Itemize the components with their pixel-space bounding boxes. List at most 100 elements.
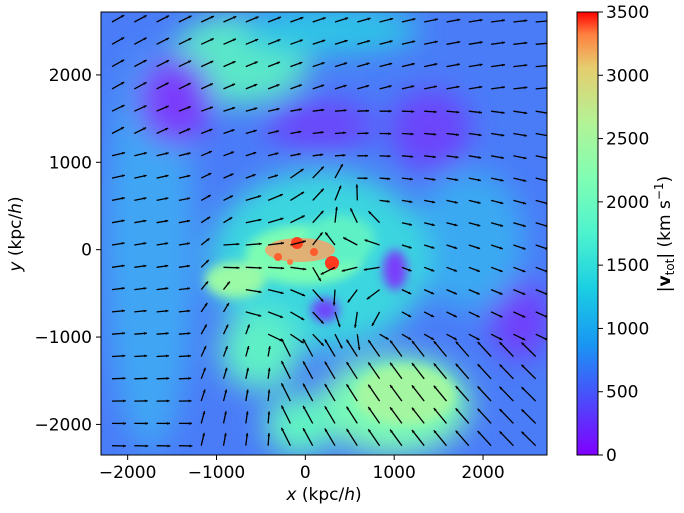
quiver-arrow xyxy=(223,106,236,112)
quiver-arrow xyxy=(477,341,492,357)
x-tick-label: 2000 xyxy=(461,463,504,483)
region-low-pocket-east xyxy=(390,90,470,170)
region-east-band xyxy=(415,170,525,310)
quiver-arrow xyxy=(345,428,358,447)
quiver-arrow xyxy=(156,127,169,135)
quiver-arrow xyxy=(200,367,207,380)
quiver-arrow xyxy=(334,153,346,157)
quiver-arrow xyxy=(111,14,125,23)
quiver-arrow xyxy=(267,38,281,45)
quiver-arrow xyxy=(111,59,125,68)
quiver-arrow xyxy=(312,153,324,157)
quiver-arrow xyxy=(134,444,149,448)
colorbar-tick-label: 2000 xyxy=(606,193,649,213)
quiver-arrow xyxy=(267,311,284,319)
quiver-arrow xyxy=(312,61,325,68)
quiver-arrow xyxy=(468,63,483,68)
quiver-arrow xyxy=(222,389,228,402)
quiver-arrow xyxy=(334,311,341,328)
quiver-arrow xyxy=(223,266,240,270)
colorbar-tick-label: 500 xyxy=(606,383,638,403)
quiver-arrow xyxy=(371,311,381,327)
quiver-arrow xyxy=(200,82,214,90)
quiver-arrow xyxy=(401,132,414,136)
quiver-arrow xyxy=(446,18,461,23)
quiver-arrow xyxy=(245,345,250,357)
quiver-arrow xyxy=(312,39,326,45)
plot-frame xyxy=(100,11,548,456)
quiver-arrow xyxy=(245,367,249,379)
quiver-arrow xyxy=(379,154,391,158)
quiver-arrow xyxy=(133,14,147,23)
quiver-arrow xyxy=(513,41,528,45)
quiver-arrow xyxy=(222,324,229,335)
quiver-arrow xyxy=(134,287,147,291)
y-axis: −2000 −1000 0 1000 2000 xyxy=(34,66,101,435)
quiver-arrow xyxy=(468,222,481,227)
quiver-arrow xyxy=(477,408,492,424)
quiver-arrow xyxy=(200,280,209,291)
quiver-arrow xyxy=(490,177,504,182)
quiver-arrow xyxy=(178,152,191,157)
quiver-arrow xyxy=(357,17,371,23)
x-tick-label: −2000 xyxy=(99,463,157,483)
quiver-arrow xyxy=(349,207,358,223)
quiver-arrow xyxy=(223,60,236,68)
quiver-arrow xyxy=(156,354,169,358)
quiver-arrow xyxy=(379,177,391,181)
quiver-arrow xyxy=(134,422,149,425)
quiver-arrow xyxy=(345,339,358,357)
quiver-arrow xyxy=(245,129,257,135)
region-western-band xyxy=(105,50,195,450)
region-low-pocket-west xyxy=(137,55,213,145)
quiver-arrow xyxy=(290,108,302,112)
quiver-arrow xyxy=(111,174,125,179)
quiver-arrow xyxy=(357,109,370,113)
quiver-arrow xyxy=(290,333,305,344)
quiver-arrow xyxy=(342,236,358,246)
quiver-arrow xyxy=(134,219,147,224)
quiver-arrow xyxy=(111,444,127,448)
quiver-arrow xyxy=(324,405,336,424)
quiver-arrow xyxy=(513,63,528,68)
quiver-arrow xyxy=(268,241,285,246)
quiver-arrow xyxy=(200,324,208,335)
x-tick-label: 0 xyxy=(300,463,311,483)
quiver-arrow xyxy=(111,354,126,358)
quiver-arrow xyxy=(513,132,528,137)
quiver-arrow xyxy=(156,332,169,335)
quiver-arrow xyxy=(222,432,227,446)
quiver-arrow xyxy=(245,61,258,68)
quiver-arrow xyxy=(290,266,307,271)
quiver-arrow xyxy=(245,83,258,90)
quiver-arrow xyxy=(312,232,324,246)
quiver-arrow xyxy=(357,176,368,180)
quiver-arrow xyxy=(222,281,231,291)
region-northern-arc-2 xyxy=(240,12,420,55)
quiver-arrow xyxy=(245,432,249,446)
quiver-arrow xyxy=(324,383,336,402)
quiver-arrow xyxy=(156,219,169,224)
quiver-arrow xyxy=(513,177,527,182)
quiver-arrow xyxy=(424,132,437,136)
quiver-arrow xyxy=(446,63,461,68)
quiver-arrow xyxy=(111,309,125,313)
quiver-arrow xyxy=(222,302,230,313)
quiver-arrow xyxy=(223,38,237,45)
quiver-arrow xyxy=(312,108,325,112)
quiver-arrow xyxy=(491,41,506,45)
quiver-arrow xyxy=(446,110,460,114)
quiver-arrow xyxy=(477,430,492,447)
quiver-arrow xyxy=(433,340,448,357)
quiver-arrow xyxy=(389,339,403,357)
quiver-arrow xyxy=(357,131,369,135)
quiver-arrow xyxy=(401,222,413,226)
quiver-arrow xyxy=(499,386,514,402)
quiver-arrow xyxy=(490,289,503,296)
hot-spot-4 xyxy=(310,248,318,256)
quiver-arrow xyxy=(302,383,314,402)
quiver-arrow xyxy=(433,407,448,424)
quiver-arrow xyxy=(111,287,125,291)
colorbar-tick-label: 3000 xyxy=(606,66,649,86)
quiver-arrow xyxy=(324,428,336,447)
